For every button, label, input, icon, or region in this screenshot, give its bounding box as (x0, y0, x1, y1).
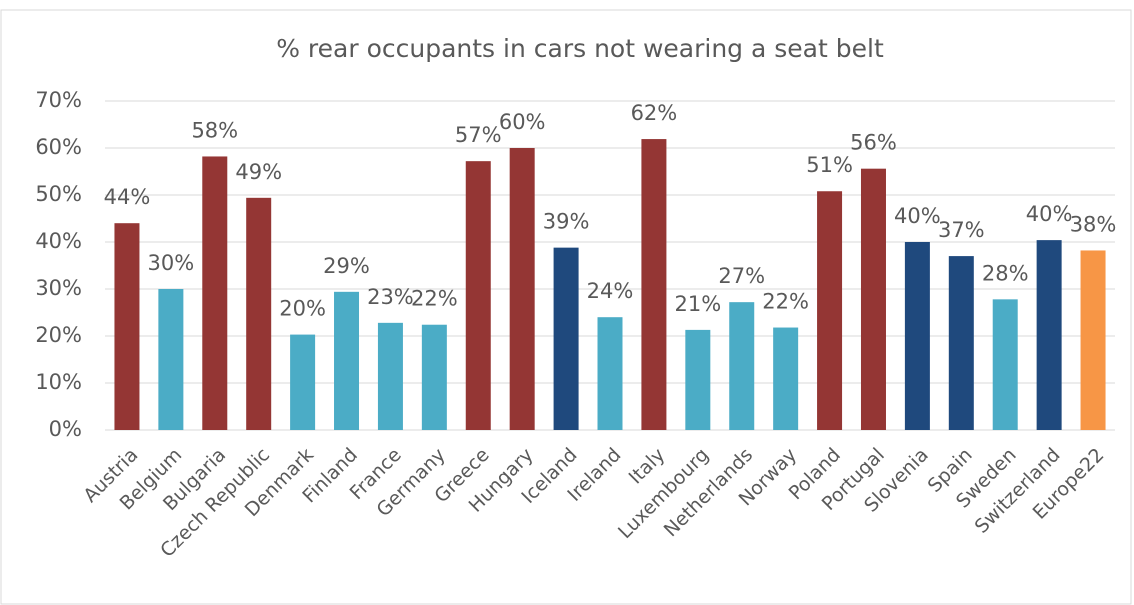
data-label: 58% (191, 118, 238, 142)
bar (1036, 240, 1062, 430)
data-label: 44% (104, 185, 151, 209)
bar (641, 139, 667, 430)
bar (992, 299, 1018, 430)
data-label: 40% (894, 204, 941, 228)
bar (377, 322, 403, 430)
bar (904, 242, 930, 430)
bar (158, 289, 184, 430)
bar (597, 317, 623, 430)
bar (465, 161, 491, 430)
bar (729, 302, 755, 430)
data-label: 23% (367, 285, 414, 309)
bar (1080, 250, 1106, 430)
data-label: 49% (235, 160, 282, 184)
data-label: 21% (674, 292, 721, 316)
data-label: 29% (323, 254, 370, 278)
bar (202, 156, 228, 430)
data-label: 27% (718, 264, 765, 288)
bar (817, 191, 843, 430)
bar (246, 197, 272, 430)
data-label: 20% (279, 297, 326, 321)
data-label: 28% (982, 261, 1029, 285)
y-tick-label: 0% (49, 417, 82, 441)
data-label: 57% (455, 123, 502, 147)
data-label: 38% (1070, 212, 1117, 236)
y-tick-label: 20% (35, 323, 82, 347)
data-label: 30% (148, 251, 195, 275)
bar (290, 334, 316, 430)
data-label: 39% (543, 210, 590, 234)
bar (509, 148, 535, 430)
bar (114, 223, 140, 430)
data-label: 60% (499, 110, 546, 134)
data-label: 62% (631, 101, 678, 125)
bar (773, 327, 799, 430)
data-label: 22% (411, 287, 458, 311)
y-tick-label: 60% (35, 135, 82, 159)
chart-title: % rear occupants in cars not wearing a s… (276, 34, 884, 63)
data-label: 51% (806, 153, 853, 177)
data-label: 22% (762, 290, 809, 314)
data-label: 37% (938, 218, 985, 242)
data-label: 24% (587, 279, 634, 303)
bar (860, 168, 886, 430)
y-tick-label: 10% (35, 370, 82, 394)
y-tick-label: 30% (35, 276, 82, 300)
bar (334, 291, 360, 430)
bar (948, 256, 974, 430)
y-tick-label: 50% (35, 182, 82, 206)
data-label: 40% (1026, 202, 1073, 226)
bar (421, 324, 447, 430)
bar (553, 247, 579, 430)
y-tick-label: 40% (35, 229, 82, 253)
y-tick-label: 70% (35, 88, 82, 112)
bar (685, 329, 711, 430)
data-label: 56% (850, 131, 897, 155)
